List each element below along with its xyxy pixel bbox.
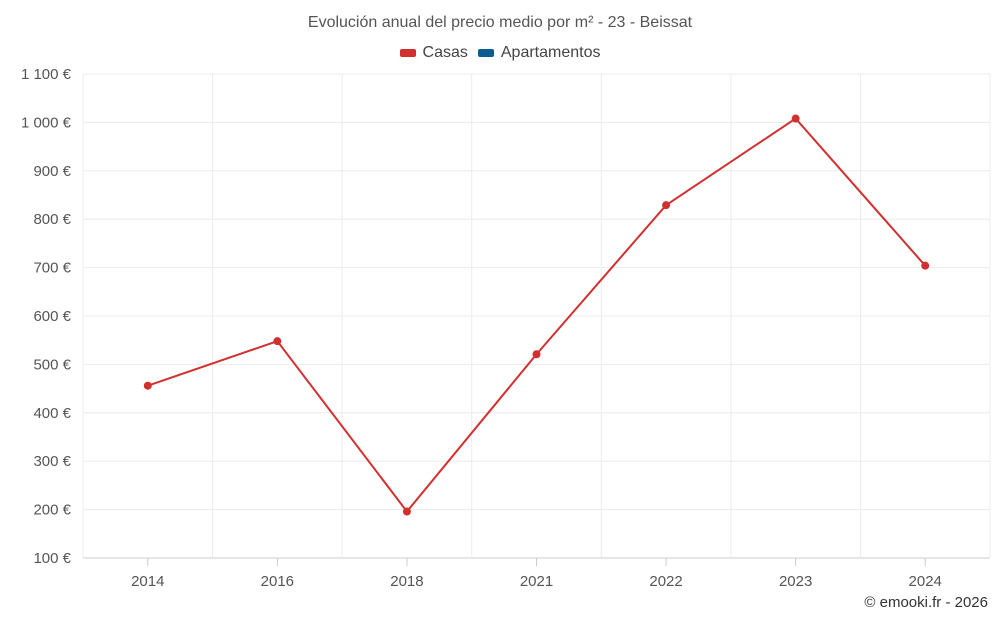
series-line-casas bbox=[147, 117, 926, 513]
data-point bbox=[273, 337, 282, 346]
y-tick-label: 200 € bbox=[33, 502, 71, 519]
x-tick-label: 2024 bbox=[909, 573, 942, 590]
y-tick-label: 300 € bbox=[33, 453, 71, 470]
y-tick-label: 700 € bbox=[33, 260, 71, 277]
data-point bbox=[402, 507, 411, 516]
y-tick-label: 1 100 € bbox=[21, 66, 72, 83]
y-tick-label: 500 € bbox=[33, 356, 71, 373]
legend-item-casas[interactable]: Casas bbox=[399, 44, 468, 62]
legend-label-apartamentos: Apartamentos bbox=[500, 44, 601, 61]
x-tick-label: 2022 bbox=[649, 573, 682, 590]
legend-swatch-casas bbox=[399, 49, 416, 57]
legend-swatch-apartamentos bbox=[477, 49, 494, 57]
chart-title: Evolución anual del precio medio por m² … bbox=[307, 14, 693, 31]
data-point bbox=[791, 114, 800, 123]
y-tick-label: 100 € bbox=[33, 550, 71, 567]
data-point bbox=[921, 261, 930, 270]
x-tick-label: 2021 bbox=[520, 573, 553, 590]
credit-text: © emooki.fr - 2026 bbox=[864, 594, 988, 611]
y-tick-label: 900 € bbox=[33, 163, 71, 180]
data-point bbox=[143, 381, 152, 390]
legend-item-apartamentos[interactable]: Apartamentos bbox=[477, 44, 601, 62]
y-tick-label: 600 € bbox=[33, 308, 71, 325]
data-point bbox=[662, 201, 671, 210]
y-tick-label: 400 € bbox=[33, 405, 71, 422]
legend-label-casas: Casas bbox=[422, 44, 468, 61]
x-tick-label: 2018 bbox=[390, 573, 423, 590]
x-tick-label: 2023 bbox=[779, 573, 812, 590]
y-tick-label: 1 000 € bbox=[21, 114, 72, 131]
y-tick-label: 800 € bbox=[33, 211, 71, 228]
x-tick-label: 2016 bbox=[261, 573, 294, 590]
data-point bbox=[532, 350, 541, 359]
x-tick-label: 2014 bbox=[131, 573, 164, 590]
legend: Casas Apartamentos bbox=[0, 44, 1000, 62]
